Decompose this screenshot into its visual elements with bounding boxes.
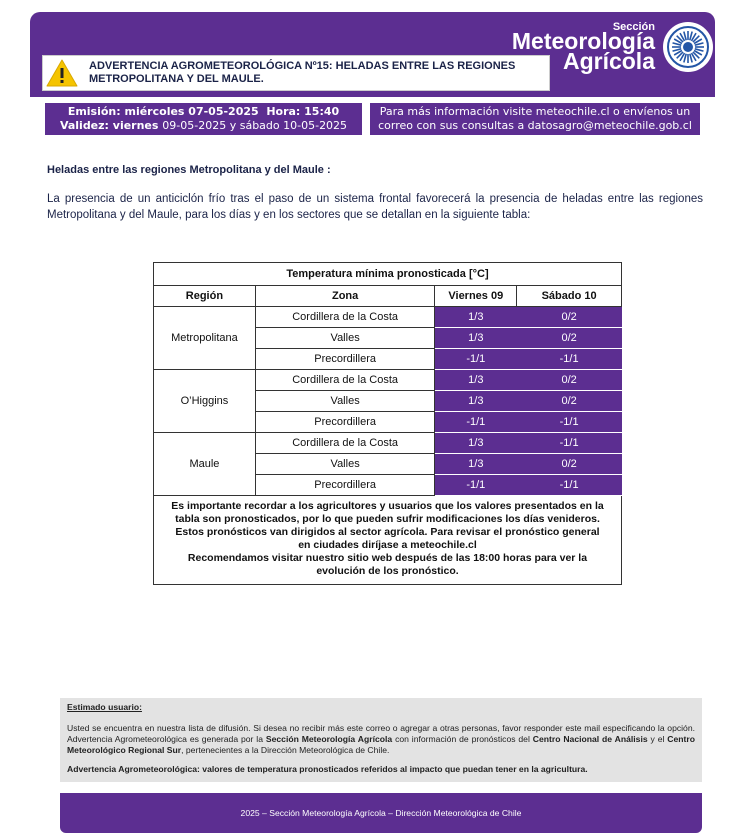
value-cell: 1/3 — [434, 390, 518, 412]
contact-box: Para más información visite meteochile.c… — [370, 103, 700, 135]
table-row: Maule Cordillera de la Costa 1/3 -1/1 — [153, 432, 622, 496]
table-row: Precordillera -1/1 -1/1 — [154, 348, 622, 370]
notice-text: con información de pronósticos del — [395, 734, 530, 744]
validity-label: Validez: viernes — [59, 119, 159, 132]
zone-cell: Cordillera de la Costa — [254, 306, 436, 328]
notice-text: Centro Nacional de Análisis — [532, 734, 648, 744]
value-cell: -1/1 — [434, 411, 518, 433]
value-cell: -1/1 — [516, 474, 622, 496]
value-cell: 0/2 — [516, 453, 622, 475]
logo-name: Agrícola — [562, 48, 655, 74]
logo-name: Meteorología — [511, 28, 655, 54]
zone-cell: Cordillera de la Costa — [254, 432, 436, 454]
notice-text: Usted se encuentra en nuestra lista de d… — [67, 723, 695, 744]
logo-emblem — [663, 22, 713, 72]
note-line: Recomendamos visitar nuestro sitio web d… — [187, 552, 588, 577]
notice-text: , pertenecientes a la Dirección Meteorol… — [181, 745, 390, 755]
contact: Para más información visite meteochile.c… — [378, 105, 692, 132]
notice-text: Centro Meteorológico Regional Sur — [67, 734, 695, 755]
body-heading: Heladas entre las regiones Metropolitana… — [47, 164, 331, 176]
table-row: Precordillera -1/1 -1/1 — [154, 474, 622, 496]
warning-icon — [46, 59, 78, 87]
value-cell: 0/2 — [516, 390, 622, 412]
zone-cell: Precordillera — [254, 411, 436, 433]
note-cell: Es importante recordar a los agricultore… — [153, 495, 622, 585]
value-cell: 1/3 — [434, 306, 518, 328]
footer: 2025 – Sección Meteorología Agrícola – D… — [60, 793, 702, 833]
zone-cell: Valles — [254, 453, 436, 475]
value-cell: -1/1 — [516, 411, 622, 433]
alert-box: ADVERTENCIA AGROMETEOROLÓGICA Nº15: HELA… — [42, 55, 550, 91]
notice-text: y el — [650, 734, 665, 744]
value-cell: -1/1 — [434, 348, 518, 370]
note-row: Es importante recordar a los agricultore… — [153, 495, 622, 585]
column-header: Región — [153, 285, 256, 307]
notice-closing: Advertencia Agrometeorológica: valores d… — [67, 764, 588, 774]
zone-cell: Valles — [254, 390, 436, 412]
validity-dates: 09-05-2025 y sábado 10-05-2025 — [162, 119, 348, 132]
emission: Emisión: miércoles 07-05-2025 Hora: 15:4… — [67, 105, 340, 118]
issue-box: Emisión: miércoles 07-05-2025 Hora: 15:4… — [45, 103, 362, 135]
region-cell: Maule — [153, 432, 256, 496]
value-cell: 0/2 — [516, 327, 622, 349]
table-row: Valles 1/3 0/2 — [154, 390, 622, 412]
value-cell: 1/3 — [434, 453, 518, 475]
value-cell: 0/2 — [516, 369, 622, 391]
zone-cell: Cordillera de la Costa — [254, 369, 436, 391]
alert-title: ADVERTENCIA AGROMETEOROLÓGICA Nº15: HELA… — [89, 60, 516, 85]
value-cell: 0/2 — [516, 306, 622, 328]
zone-cell: Precordillera — [254, 474, 436, 496]
value-cell: -1/1 — [516, 432, 622, 454]
zone-cell: Precordillera — [254, 348, 436, 370]
notice-greeting: Estimado usuario: — [67, 702, 142, 712]
table-title: Temperatura mínima pronosticada [°C] — [153, 262, 622, 286]
table-row: Precordillera -1/1 -1/1 — [154, 411, 622, 433]
footer-text: 2025 – Sección Meteorología Agrícola – D… — [240, 808, 522, 818]
region-cell: O’Higgins — [153, 369, 256, 433]
value-cell: -1/1 — [434, 474, 518, 496]
body-paragraph: La presencia de un anticiclón frío tras … — [47, 193, 703, 221]
table-row: Valles 1/3 0/2 — [154, 327, 622, 349]
note-line: Estos pronósticos van dirigidos al secto… — [175, 526, 600, 551]
value-cell: 1/3 — [434, 369, 518, 391]
table-row: O’Higgins Cordillera de la Costa 1/3 0/2 — [153, 369, 622, 433]
value-cell: -1/1 — [516, 348, 622, 370]
forecast-table: Temperatura mínima pronosticada [°C] Reg… — [153, 262, 622, 585]
column-header: Sábado 10 — [516, 285, 622, 307]
value-cell: 1/3 — [434, 327, 518, 349]
table-row: Metropolitana Cordillera de la Costa 1/3 0/… — [153, 306, 622, 370]
zone-cell: Valles — [254, 327, 436, 349]
logo-small: Sección — [612, 21, 655, 33]
notice-box: Estimado usuario: Usted se encuentra en … — [60, 698, 702, 782]
value-cell: 1/3 — [434, 432, 518, 454]
notice-text: Sección Meteorología Agrícola — [265, 734, 393, 744]
column-header: Viernes 09 — [434, 285, 518, 307]
column-header: Zona — [254, 285, 436, 307]
region-cell: Metropolitana — [153, 306, 256, 370]
note-line: Es importante recordar a los agricultore… — [171, 500, 604, 525]
notice-paragraph: Usted se encuentra en nuestra lista de d… — [67, 723, 695, 756]
